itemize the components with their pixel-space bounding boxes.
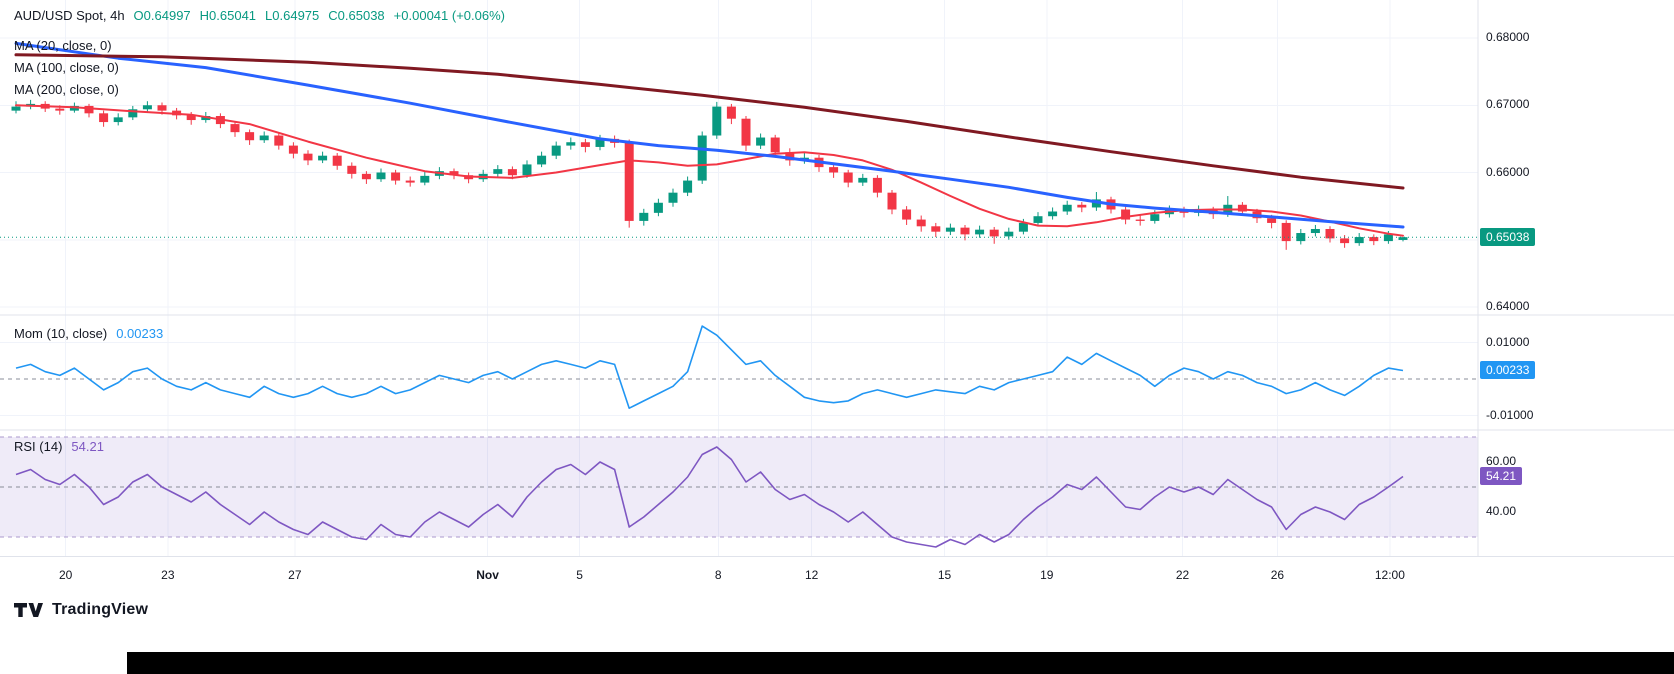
mom-tick-label: -0.01000 [1486,407,1534,422]
price-tick-label: 0.66000 [1486,164,1530,179]
time-tick-label: 8 [714,568,722,582]
time-tick-label: 26 [1270,568,1285,582]
tradingview-wordmark: TradingView [52,601,149,618]
ma100-legend[interactable]: MA (100, close, 0) [14,60,119,75]
price-tick-label: 0.64000 [1486,299,1530,313]
tradingview-logo-icon [14,602,43,617]
chart-footer: TradingView [14,601,148,619]
ohlc-close: C0.65038 [328,8,385,23]
main-legend[interactable]: AUD/USD Spot, 4h O0.64997 H0.65041 L0.64… [14,8,505,23]
time-tick-label: 23 [161,568,175,582]
ma200-legend[interactable]: MA (200, close, 0) [14,82,119,97]
mom-title: Mom (10, close) [14,326,108,341]
time-tick-label: 22 [1175,568,1190,582]
time-axis[interactable]: 20 23 27 Nov 5 8 12 15 19 22 26 12:00 [0,556,1674,592]
time-tick-label: 20 [58,568,73,582]
chart-canvas[interactable] [0,0,1674,556]
rsi-tick-label: 60.00 [1486,454,1517,468]
time-tick-label: 12 [805,568,819,582]
rsi-value-badge: 54.21 [1480,467,1523,486]
last-price-badge: 0.65038 [1480,228,1536,247]
mom-value: 0.00233 [116,326,164,341]
rsi-tick-label: 40.00 [1486,504,1517,518]
price-tick-label: 0.67000 [1486,97,1530,112]
time-tick-label: 27 [288,568,302,582]
rsi-legend[interactable]: RSI (14) 54.21 [14,439,104,454]
mom-legend[interactable]: Mom (10, close) 0.00233 [14,326,163,341]
time-tick-label: 19 [1040,568,1054,582]
ohlc-open: O0.64997 [133,8,191,23]
ma20-legend[interactable]: MA (20, close, 0) [14,38,112,53]
ohlc-change: +0.00041 (+0.06%) [393,8,505,23]
time-tick-label: Nov [476,568,499,582]
time-tick-label: 15 [937,568,952,582]
time-tick-label: 5 [576,568,583,582]
mom-tick-label: 0.01000 [1486,334,1530,349]
price-tick-label: 0.68000 [1486,30,1530,44]
rsi-title: RSI (14) [14,439,63,454]
ohlc-high: H0.65041 [199,8,257,23]
time-tick-label: 12:00 [1374,568,1405,582]
mom-value-badge: 0.00233 [1480,361,1536,380]
rsi-value: 54.21 [71,439,104,454]
symbol-title: AUD/USD Spot, 4h [14,8,125,23]
bottom-black-bar [127,652,1674,674]
ohlc-low: L0.64975 [265,8,320,23]
tradingview-logo[interactable]: TradingView [14,601,148,619]
